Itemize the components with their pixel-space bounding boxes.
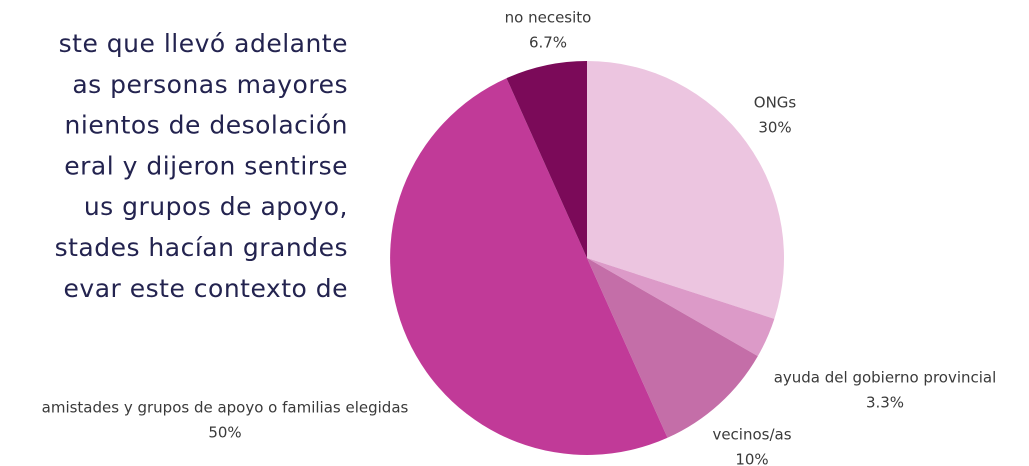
slice-label: vecinos/as — [712, 426, 791, 444]
slice-value: 3.3% — [866, 394, 904, 412]
paragraph-line: eral y dijeron sentirse — [64, 151, 348, 180]
slice-value: 6.7% — [529, 34, 567, 52]
pie-slice — [506, 61, 587, 258]
pie-slice — [587, 258, 758, 438]
slice-label: ONGs — [754, 94, 797, 112]
paragraph-line: us grupos de apoyo, — [84, 192, 348, 221]
slice-value: 50% — [208, 424, 241, 442]
slice-value: 30% — [758, 119, 791, 137]
paragraph-line: ste que llevó adelante — [59, 29, 348, 58]
slice-value: 10% — [735, 451, 768, 466]
paragraph-line: stades hacían grandes — [55, 233, 348, 262]
slice-label: no necesito — [505, 9, 592, 27]
paragraph-line: evar este contexto de — [64, 274, 348, 303]
pie-slice — [587, 61, 784, 319]
paragraph-line: nientos de desolación — [65, 111, 348, 140]
pie-slice — [390, 78, 668, 455]
pie-slice — [587, 258, 775, 357]
paragraph-line: as personas mayores — [72, 70, 348, 99]
slice-label: amistades y grupos de apoyo o familias e… — [42, 399, 409, 417]
slice-label: ayuda del gobierno provincial — [774, 369, 997, 387]
